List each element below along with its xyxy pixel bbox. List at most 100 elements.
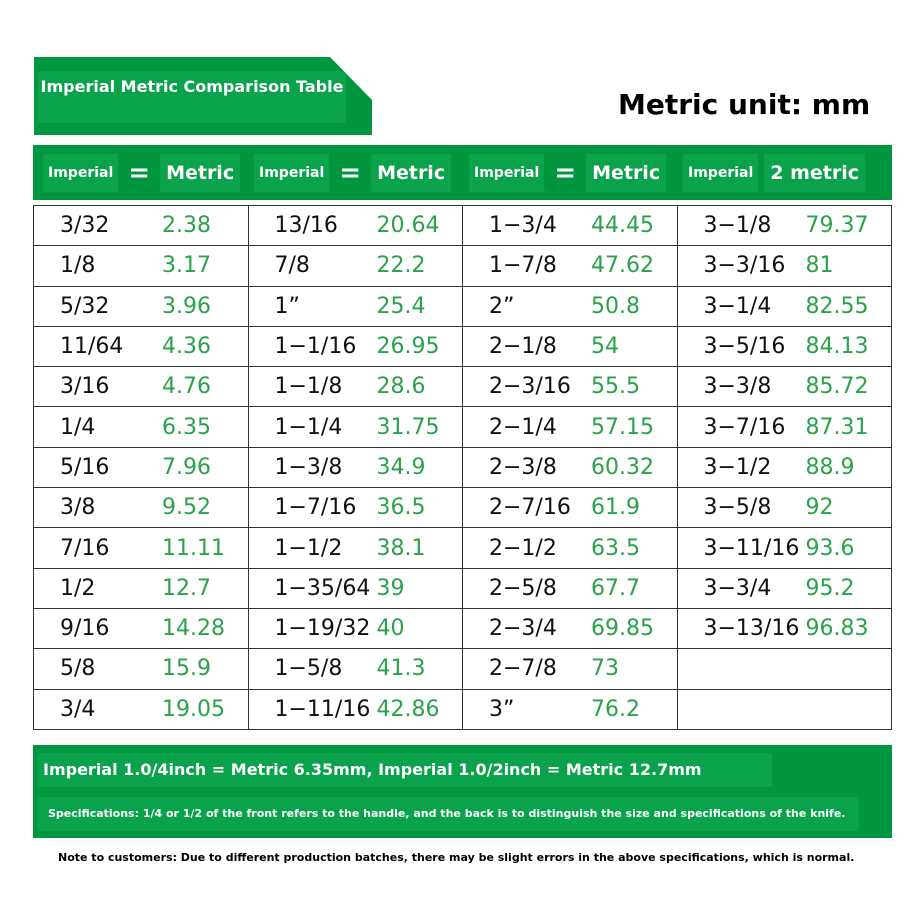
metric-value: 3.96 bbox=[162, 293, 211, 319]
table-cell: 2−5/8 67.7 bbox=[462, 567, 678, 609]
metric-value: 36.5 bbox=[376, 495, 426, 521]
table-header: Imperial = Metric Imperial = Metric Imperial = M… bbox=[33, 145, 892, 200]
table-cell: 1/2 12.7 bbox=[33, 567, 249, 609]
metric-value: 96.83 bbox=[805, 616, 869, 642]
imperial-value: 2−1/8 bbox=[489, 334, 557, 360]
metric-value: 22.2 bbox=[376, 253, 426, 279]
imperial-value: 1−19/32 bbox=[274, 616, 371, 642]
imperial-value: 1−3/8 bbox=[274, 454, 343, 480]
table-row: 3/8 9.52 1−7/16 36.5 2−7/16 61.9 3−5/8 92 bbox=[33, 487, 892, 529]
header-imperial: Imperial bbox=[469, 154, 545, 192]
metric-value: 82.55 bbox=[805, 293, 869, 319]
header-equals: = bbox=[339, 158, 362, 188]
metric-value: 41.3 bbox=[376, 656, 426, 682]
imperial-value: 1” bbox=[274, 293, 300, 319]
metric-value: 26.95 bbox=[376, 334, 440, 360]
imperial-value: 1−1/8 bbox=[274, 374, 343, 400]
table-cell: 3−5/16 84.13 bbox=[676, 325, 892, 368]
metric-value: 63.5 bbox=[591, 535, 640, 561]
table-cell: 3−1/2 88.9 bbox=[676, 446, 892, 489]
table-cell: 2” 50.8 bbox=[462, 285, 678, 327]
metric-value: 93.6 bbox=[805, 535, 855, 561]
imperial-value: 3−5/16 bbox=[703, 334, 786, 360]
metric-value: 50.8 bbox=[591, 293, 640, 319]
imperial-value: 3−3/8 bbox=[703, 374, 772, 400]
footer-line-1: Imperial 1.0/4inch = Metric 6.35mm, Impe… bbox=[37, 753, 772, 787]
table-cell: 3−7/16 87.31 bbox=[676, 406, 892, 448]
imperial-value: 9/16 bbox=[60, 616, 110, 642]
metric-value: 11.11 bbox=[162, 535, 225, 561]
imperial-value: 3/32 bbox=[60, 213, 110, 239]
header-metric: Metric bbox=[586, 154, 667, 192]
unit-label: Metric unit: mm bbox=[618, 88, 871, 121]
imperial-value: 2−1/4 bbox=[489, 414, 557, 440]
metric-value: 84.13 bbox=[805, 334, 869, 360]
imperial-value: 7/16 bbox=[60, 535, 110, 561]
metric-value: 2.38 bbox=[162, 213, 211, 239]
metric-value: 39 bbox=[376, 575, 405, 601]
table-cell: 2−3/16 55.5 bbox=[462, 366, 678, 408]
metric-value: 44.45 bbox=[591, 213, 654, 239]
table-cell: 7/8 22.2 bbox=[247, 245, 463, 287]
metric-value: 76.2 bbox=[591, 696, 640, 722]
imperial-value: 1−7/8 bbox=[489, 253, 557, 279]
metric-value: 14.28 bbox=[162, 616, 225, 642]
imperial-value: 3−1/8 bbox=[703, 213, 772, 239]
table-cell: 1−1/2 38.1 bbox=[247, 527, 463, 569]
imperial-value: 1/8 bbox=[60, 253, 96, 279]
metric-value: 19.05 bbox=[162, 696, 225, 722]
table-cell: 3/4 19.05 bbox=[33, 688, 249, 730]
imperial-value: 13/16 bbox=[274, 213, 338, 239]
metric-value: 47.62 bbox=[591, 253, 654, 279]
table-cell: 3/16 4.76 bbox=[33, 366, 249, 408]
table-row: 5/8 15.9 1−5/8 41.3 2−7/8 73 bbox=[33, 648, 892, 690]
header-metric: Metric bbox=[371, 154, 452, 192]
table-cell: 3−3/4 95.2 bbox=[676, 567, 892, 609]
table-cell: 3−1/8 79.37 bbox=[676, 204, 892, 247]
table-cell: 3−5/8 92 bbox=[676, 487, 892, 529]
metric-value: 6.35 bbox=[162, 414, 211, 440]
metric-value: 7.96 bbox=[162, 454, 211, 480]
metric-value: 95.2 bbox=[805, 575, 855, 601]
metric-value: 38.1 bbox=[376, 535, 426, 561]
metric-value: 12.7 bbox=[162, 575, 211, 601]
imperial-value: 5/16 bbox=[60, 454, 110, 480]
table-cell: 5/32 3.96 bbox=[33, 285, 249, 327]
imperial-value: 1−7/16 bbox=[274, 495, 357, 521]
metric-value: 4.36 bbox=[162, 334, 211, 360]
table-cell: 3−3/16 81 bbox=[676, 245, 892, 287]
table-row: 1/4 6.35 1−1/4 31.75 2−1/4 57.15 3−7/16 87.31 bbox=[33, 406, 892, 448]
table-cell: 5/16 7.96 bbox=[33, 446, 249, 489]
imperial-value: 1−35/64 bbox=[274, 575, 371, 601]
table-row: 1/2 12.7 1−35/64 39 2−5/8 67.7 3−3/4 95.2 bbox=[33, 567, 892, 609]
header-imperial: Imperial bbox=[43, 154, 119, 192]
header-imperial: Imperial bbox=[254, 154, 330, 192]
imperial-value: 3” bbox=[489, 696, 515, 722]
table-cell: 1−11/16 42.86 bbox=[247, 688, 463, 730]
table-cell: 1−7/8 47.62 bbox=[462, 245, 678, 287]
imperial-value: 1−3/4 bbox=[489, 213, 557, 239]
metric-value: 28.6 bbox=[376, 374, 426, 400]
header-group: Imperial = Metric bbox=[254, 154, 452, 192]
table-cell: 3−13/16 96.83 bbox=[676, 607, 892, 650]
table-cell: 2−3/8 60.32 bbox=[462, 446, 678, 489]
metric-value: 40 bbox=[376, 616, 405, 642]
header-group: Imperial 2 metric bbox=[683, 154, 866, 192]
imperial-value: 2−3/4 bbox=[489, 616, 557, 642]
table-cell: 2−3/4 69.85 bbox=[462, 607, 678, 650]
metric-value: 20.64 bbox=[376, 213, 440, 239]
imperial-value: 5/8 bbox=[60, 656, 96, 682]
metric-value: 4.76 bbox=[162, 374, 211, 400]
table-cell: 3−3/8 85.72 bbox=[676, 366, 892, 408]
table-cell: 1/8 3.17 bbox=[33, 245, 249, 287]
table-cell bbox=[676, 648, 892, 690]
imperial-value: 3−1/4 bbox=[703, 293, 772, 319]
imperial-value: 1/4 bbox=[60, 414, 96, 440]
table-row: 5/32 3.96 1” 25.4 2” 50.8 3−1/4 82.55 bbox=[33, 285, 892, 327]
imperial-value: 1/2 bbox=[60, 575, 96, 601]
table-cell: 5/8 15.9 bbox=[33, 648, 249, 690]
table-cell: 1−7/16 36.5 bbox=[247, 487, 463, 529]
metric-value: 81 bbox=[805, 253, 834, 279]
table-row: 11/64 4.36 1−1/16 26.95 2−1/8 54 3−5/16 84.13 bbox=[33, 325, 892, 368]
imperial-value: 2−1/2 bbox=[489, 535, 557, 561]
